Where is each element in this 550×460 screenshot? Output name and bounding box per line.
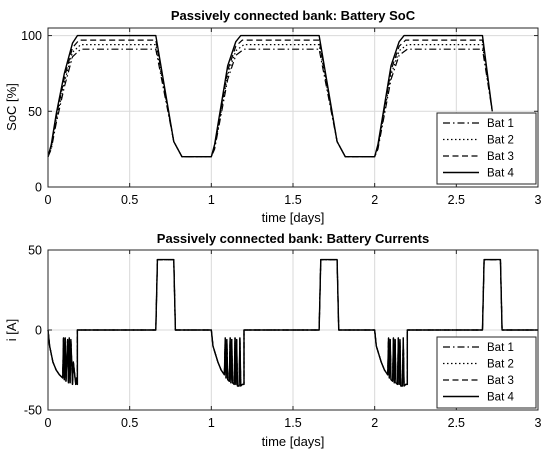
soc-x-tick-label-6: 3: [535, 193, 542, 207]
current-legend-label-4: Bat 4: [487, 392, 514, 404]
current-series-4-line: [47, 258, 538, 387]
soc-series: [47, 34, 493, 158]
current-legend-label-2: Bat 2: [487, 359, 514, 371]
current-y-tick-label-2: 50: [28, 244, 42, 258]
current-y-tick-label-1: 0: [35, 324, 42, 338]
current-y-axis-label: i [A]: [4, 319, 19, 341]
soc-series-2-line: [47, 44, 493, 158]
current-legend: Bat 1 Bat 2 Bat 3 Bat 4: [436, 336, 537, 409]
soc-x-tick-label-4: 2: [371, 193, 378, 207]
current-x-tick-label-1: 0.5: [121, 416, 138, 430]
soc-y-ticks: 0 50 100: [21, 29, 538, 195]
soc-x-tick-label-3: 1.5: [284, 193, 301, 207]
soc-legend-label-1: Bat 1: [487, 118, 514, 130]
soc-x-axis-label: time [days]: [262, 210, 325, 225]
soc-chart-title: Passively connected bank: Battery SoC: [171, 8, 416, 23]
current-legend-label-1: Bat 1: [487, 342, 514, 354]
soc-chart: 0 0.5 1 1.5 2 2.5 3 0 50 100 Passively connected…: [4, 8, 542, 225]
soc-legend-label-4: Bat 4: [487, 168, 514, 180]
soc-y-tick-label-0: 0: [35, 181, 42, 195]
soc-x-ticks: 0 0.5 1 1.5 2 2.5 3: [45, 28, 542, 207]
current-x-axis-label: time [days]: [262, 434, 325, 449]
current-y-tick-label-0: -50: [24, 404, 42, 418]
current-x-tick-label-6: 3: [535, 416, 542, 430]
current-y-ticks: -50 0 50: [24, 244, 538, 418]
soc-y-tick-label-1: 50: [28, 105, 42, 119]
soc-x-tick-label-5: 2.5: [448, 193, 465, 207]
soc-x-tick-label-0: 0: [45, 193, 52, 207]
soc-legend-label-2: Bat 2: [487, 135, 514, 147]
soc-series-3-line: [47, 39, 493, 158]
soc-legend-label-3: Bat 3: [487, 151, 514, 163]
current-series: [47, 258, 538, 387]
current-legend-label-3: Bat 3: [487, 375, 514, 387]
current-legend-box: [436, 336, 537, 409]
soc-series-4-line: [47, 34, 493, 158]
current-x-tick-label-2: 1: [208, 416, 215, 430]
current-x-tick-label-0: 0: [45, 416, 52, 430]
current-x-tick-label-4: 2: [371, 416, 378, 430]
soc-x-tick-label-1: 0.5: [121, 193, 138, 207]
soc-series-1-line: [47, 48, 493, 158]
soc-x-tick-label-2: 1: [208, 193, 215, 207]
soc-legend: Bat 1 Bat 2 Bat 3 Bat 4: [436, 112, 537, 185]
soc-y-tick-label-2: 100: [21, 29, 42, 43]
current-x-tick-label-3: 1.5: [284, 416, 301, 430]
current-x-ticks: 0 0.5 1 1.5 2 2.5 3: [45, 250, 542, 430]
current-chart-title: Passively connected bank: Battery Curren…: [157, 231, 429, 246]
current-x-tick-label-5: 2.5: [448, 416, 465, 430]
soc-y-axis-label: SoC [%]: [4, 83, 19, 131]
